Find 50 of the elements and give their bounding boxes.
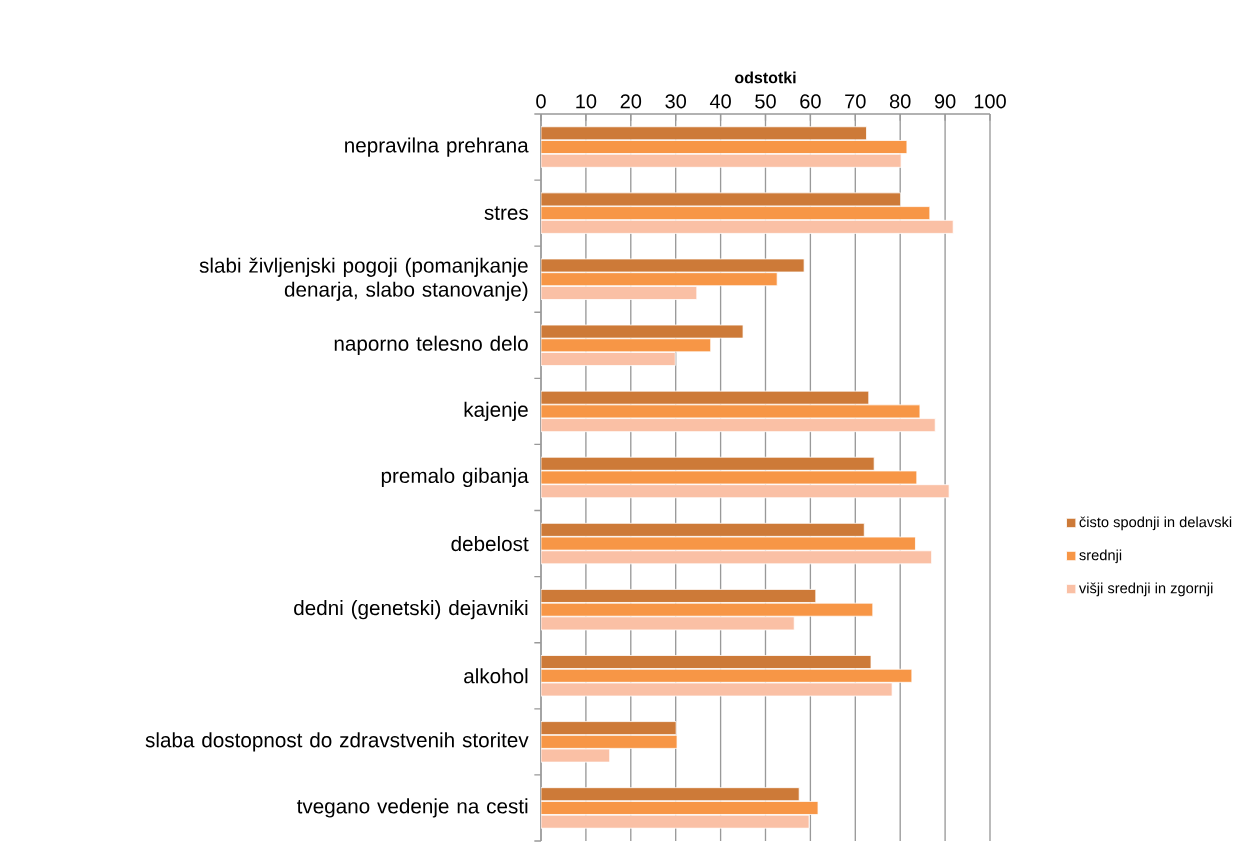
bar — [541, 787, 800, 802]
legend-label: čisto spodnji in delavski — [1079, 516, 1232, 531]
y-tick-label: alkohol — [464, 668, 528, 684]
bar — [541, 272, 778, 287]
y-tick-label: tvegano vedenje na cesti — [296, 798, 528, 818]
bar — [541, 352, 676, 366]
y-tick-label: dedni (genetski) dejavniki — [294, 600, 528, 620]
x-axis-title: odstotki — [735, 71, 796, 84]
x-tick-label: 40 — [709, 94, 731, 109]
bar — [541, 484, 950, 499]
legend-label: srednji — [1079, 549, 1122, 564]
bar — [541, 338, 712, 353]
bar — [541, 814, 810, 829]
bar — [541, 522, 865, 537]
x-tick-label: 50 — [755, 94, 776, 109]
bar — [541, 655, 872, 669]
y-tick-label: debelost — [451, 536, 529, 552]
bar — [541, 668, 913, 683]
x-tick-label: 0 — [536, 94, 546, 109]
bar — [541, 589, 817, 603]
x-tick-label: 70 — [845, 94, 866, 109]
x-tick-label: 20 — [620, 94, 642, 109]
x-tick-label: 30 — [665, 94, 687, 109]
bar — [541, 390, 870, 405]
x-tick-label: 10 — [576, 94, 597, 109]
x-tick-label: 60 — [800, 94, 821, 109]
bar — [541, 126, 867, 141]
bar — [541, 140, 908, 154]
y-tick-label: kajenje — [464, 401, 528, 422]
x-tick-label: 100 — [974, 94, 1006, 109]
y-tick-label: nepravilna prehrana — [345, 137, 529, 157]
y-tick-label: premalo gibanja — [381, 467, 529, 488]
bar — [541, 418, 936, 433]
bar — [541, 801, 819, 815]
bar — [541, 206, 931, 221]
legend-label: višji srednji in zgornji — [1078, 582, 1213, 597]
bar — [541, 286, 698, 300]
y-tick-label: stres — [484, 206, 528, 220]
bar — [541, 550, 933, 565]
x-tick-label: 90 — [934, 94, 956, 109]
bar — [541, 219, 954, 234]
y-tick-label: naporno telesno delo — [334, 335, 528, 355]
bar — [541, 721, 677, 736]
bar — [541, 734, 678, 749]
y-tick-label: slaba dostopnost do zdravstvenih storitev — [145, 732, 529, 752]
bar — [541, 456, 875, 471]
bar — [541, 602, 874, 617]
y-tick-label: slabi življenjski pogoji (pomanjkanje denarja, slabo stanovanje) — [199, 257, 528, 301]
x-tick-label: 80 — [889, 94, 911, 109]
bar — [541, 153, 902, 168]
